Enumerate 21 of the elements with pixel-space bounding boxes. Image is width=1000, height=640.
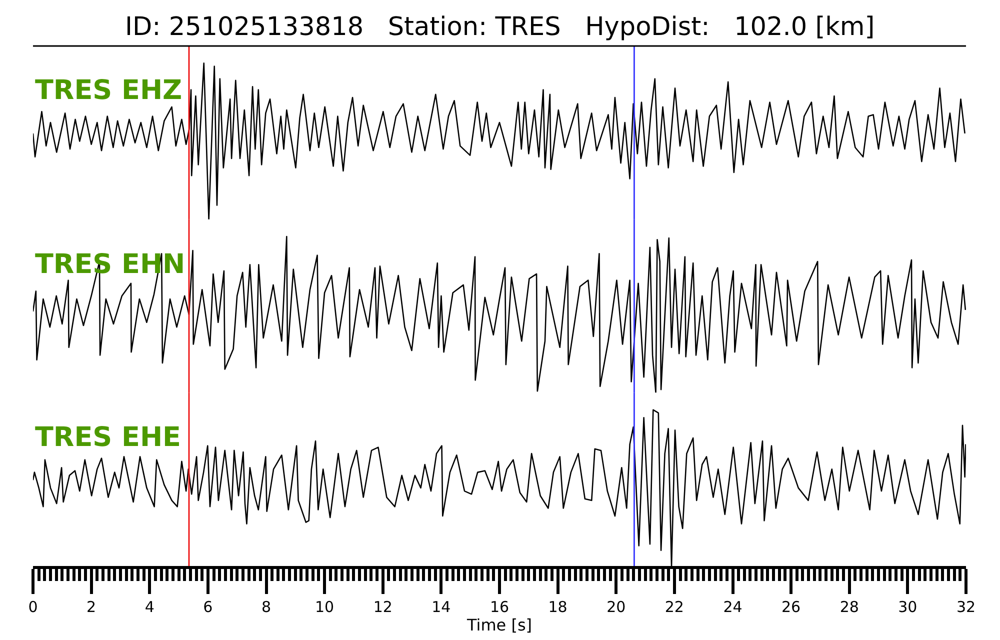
x-axis-title: Time [s] bbox=[466, 616, 532, 635]
x-tick-label: 24 bbox=[723, 598, 742, 616]
x-tick-label: 18 bbox=[548, 598, 568, 616]
x-tick-label: 0 bbox=[28, 598, 38, 616]
x-tick-label: 28 bbox=[840, 598, 859, 616]
x-tick-label: 16 bbox=[490, 598, 510, 616]
x-tick-label: 22 bbox=[664, 598, 684, 616]
x-tick-label: 30 bbox=[898, 598, 918, 616]
x-tick-label: 14 bbox=[432, 598, 451, 616]
x-tick-label: 26 bbox=[782, 598, 801, 616]
x-tick-label: 20 bbox=[606, 598, 626, 616]
chart-title: ID: 251025133818 Station: TRES HypoDist: 102.0 [km] bbox=[125, 12, 875, 42]
x-tick-label: 12 bbox=[373, 598, 392, 616]
x-tick-label: 4 bbox=[144, 598, 154, 616]
x-tick-label: 2 bbox=[86, 598, 96, 616]
series-label: TRES EHZ bbox=[35, 75, 182, 106]
x-tick-label: 6 bbox=[203, 598, 213, 616]
x-tick-label: 8 bbox=[261, 598, 272, 616]
x-tick-label: 10 bbox=[315, 598, 334, 616]
series-label: TRES EHE bbox=[35, 422, 181, 453]
x-tick-label: 32 bbox=[956, 598, 976, 616]
